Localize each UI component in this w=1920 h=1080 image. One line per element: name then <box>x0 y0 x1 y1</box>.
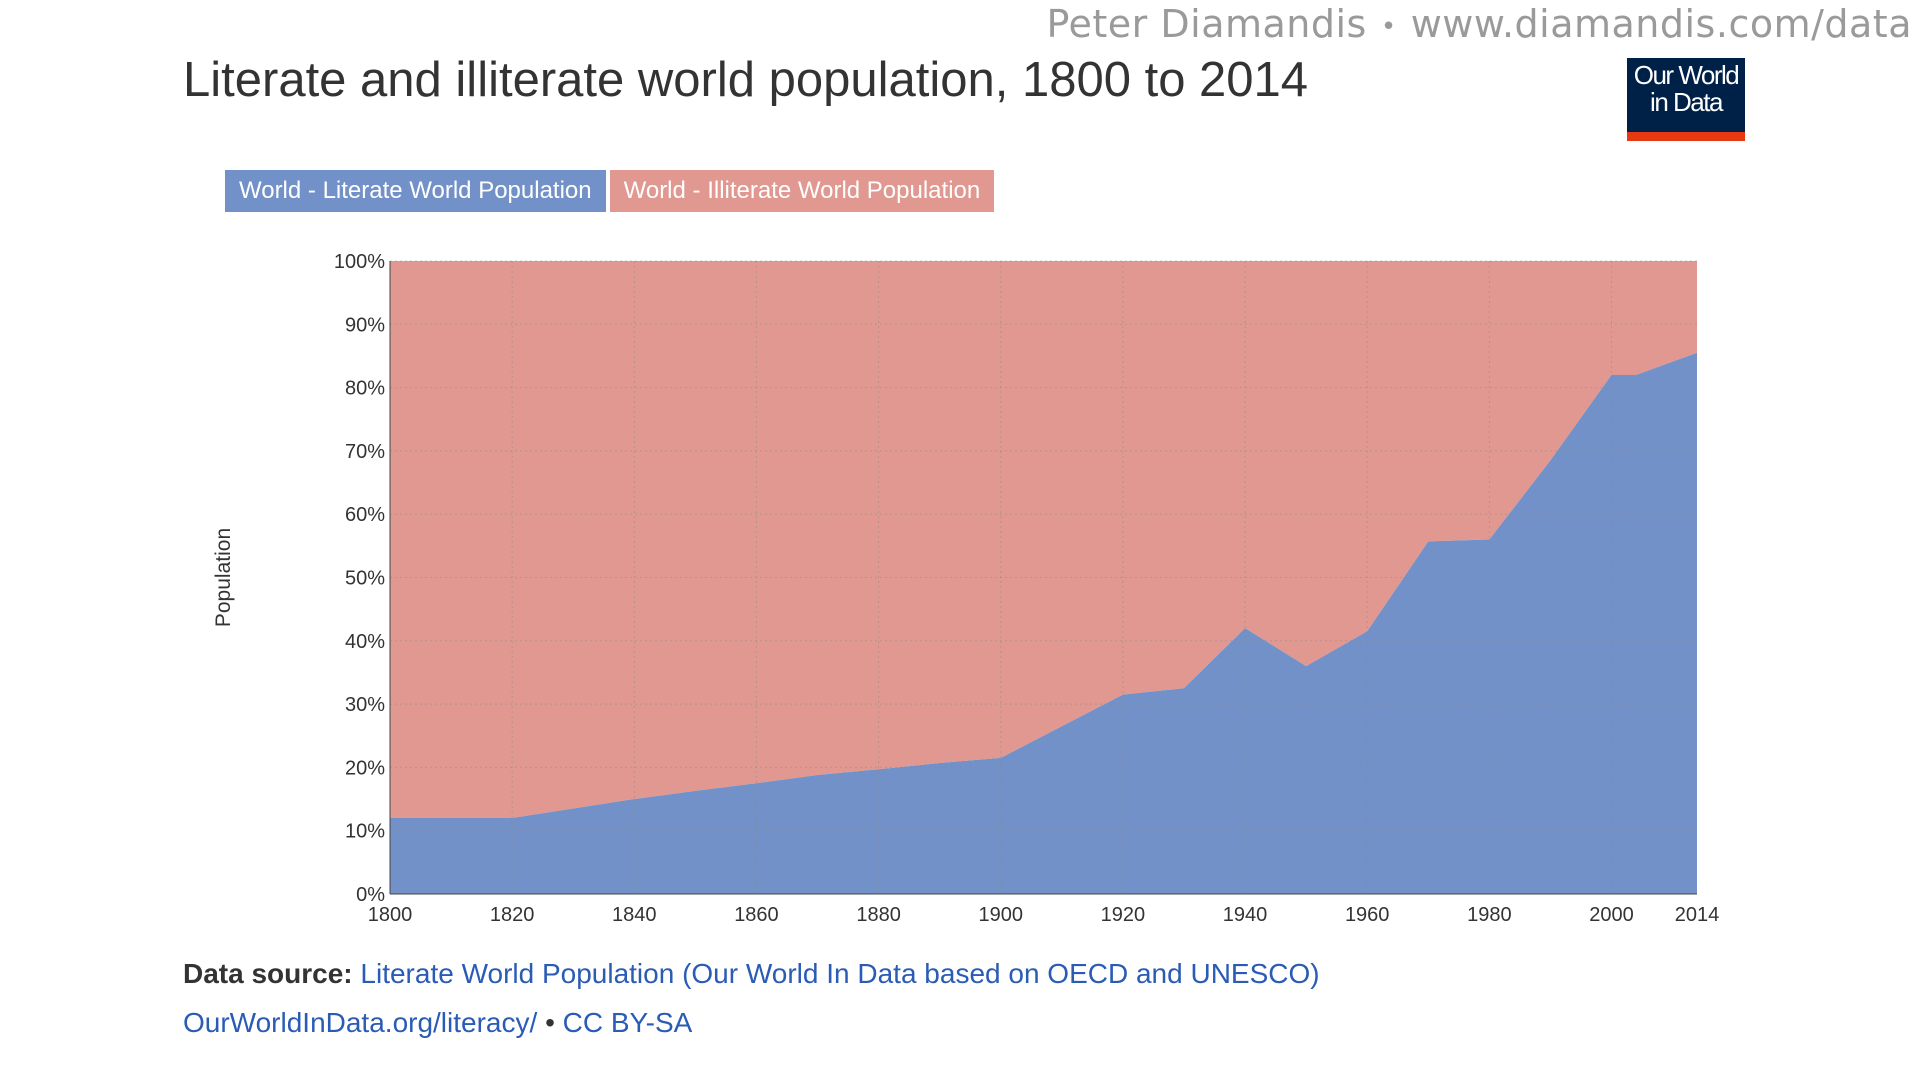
x-tick-label: 1880 <box>856 904 901 926</box>
watermark-url[interactable]: www.diamandis.com/data <box>1410 2 1912 46</box>
our-world-in-data-logo[interactable]: Our World in Data <box>1627 58 1745 141</box>
y-tick-label: 40% <box>345 631 385 653</box>
watermark-author: Peter Diamandis <box>1046 2 1367 46</box>
x-tick-label: 1860 <box>734 904 779 926</box>
watermark-separator: • <box>1380 11 1397 42</box>
chart-title: Literate and illiterate world population… <box>183 53 1309 107</box>
y-tick-label: 100% <box>334 251 385 273</box>
x-tick-label: 1820 <box>490 904 535 926</box>
y-tick-label: 60% <box>345 504 385 526</box>
license-separator: • <box>545 1007 555 1038</box>
legend-item-literate[interactable]: World - Literate World Population <box>225 170 606 212</box>
x-tick-label: 2014 <box>1675 904 1720 926</box>
literate-area <box>390 352 1697 894</box>
y-tick-label: 70% <box>345 441 385 463</box>
y-tick-label: 50% <box>345 568 385 590</box>
x-tick-label: 1920 <box>1101 904 1146 926</box>
data-source-link[interactable]: Literate World Population (Our World In … <box>360 958 1320 989</box>
watermark: Peter Diamandis • www.diamandis.com/data <box>1046 2 1912 46</box>
x-tick-label: 1840 <box>612 904 657 926</box>
license-link[interactable]: CC BY-SA <box>562 1007 693 1038</box>
chart-legend: World - Literate World Population World … <box>225 170 995 212</box>
x-tick-label: 1940 <box>1223 904 1268 926</box>
license-line: OurWorldInData.org/literacy/ • CC BY-SA <box>183 1007 692 1039</box>
illiterate-area <box>390 261 1697 819</box>
literacy-url-link[interactable]: OurWorldInData.org/literacy/ <box>183 1007 538 1038</box>
x-tick-label: 1900 <box>978 904 1023 926</box>
x-tick-label: 2000 <box>1589 904 1634 926</box>
y-axis-label: Population <box>212 528 235 627</box>
data-source: Data source: Literate World Population (… <box>183 958 1320 990</box>
y-tick-label: 90% <box>345 314 385 336</box>
y-tick-label: 20% <box>345 757 385 779</box>
x-tick-label: 1980 <box>1467 904 1512 926</box>
y-tick-label: 80% <box>345 378 385 400</box>
x-tick-label: 1800 <box>368 904 413 926</box>
x-tick-label: 1960 <box>1345 904 1390 926</box>
data-source-label: Data source: <box>183 958 353 989</box>
logo-line-1: Our World <box>1633 60 1740 90</box>
y-tick-label: 0% <box>356 884 385 906</box>
y-tick-label: 10% <box>345 821 385 843</box>
logo-line-2: in Data <box>1650 87 1723 117</box>
y-tick-label: 30% <box>345 694 385 716</box>
legend-item-illiterate[interactable]: World - Illiterate World Population <box>609 170 995 212</box>
